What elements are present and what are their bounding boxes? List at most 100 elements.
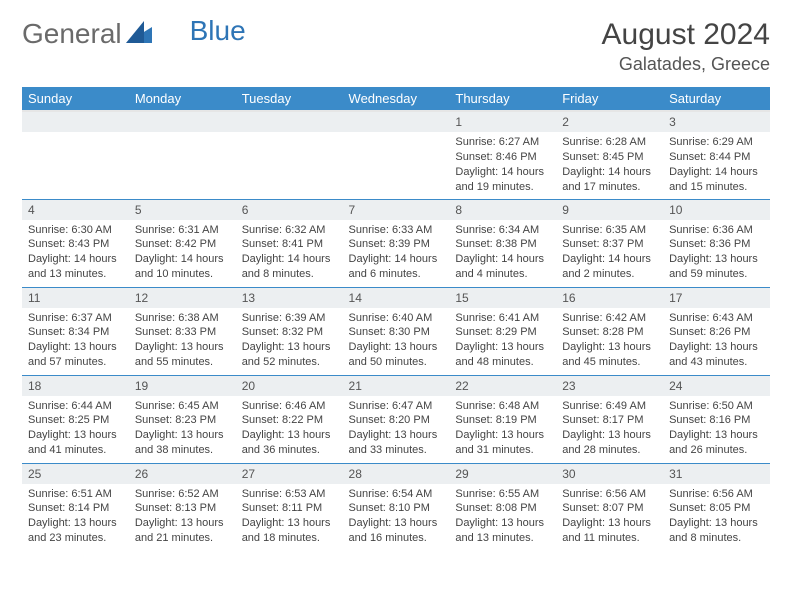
sunset-line: Sunset: 8:42 PM xyxy=(135,237,230,252)
calendar-day-cell: 3Sunrise: 6:29 AMSunset: 8:44 PMDaylight… xyxy=(663,111,770,199)
sunset-line: Sunset: 8:17 PM xyxy=(562,413,657,428)
day-details: Sunrise: 6:46 AMSunset: 8:22 PMDaylight:… xyxy=(236,396,343,462)
calendar-day-cell: 26Sunrise: 6:52 AMSunset: 8:13 PMDayligh… xyxy=(129,463,236,551)
calendar-week-row: 1Sunrise: 6:27 AMSunset: 8:46 PMDaylight… xyxy=(22,111,770,199)
day-details: Sunrise: 6:56 AMSunset: 8:05 PMDaylight:… xyxy=(663,484,770,550)
weekday-header-row: Sunday Monday Tuesday Wednesday Thursday… xyxy=(22,87,770,111)
calendar-day-cell: 21Sunrise: 6:47 AMSunset: 8:20 PMDayligh… xyxy=(343,375,450,463)
calendar-day-cell: 18Sunrise: 6:44 AMSunset: 8:25 PMDayligh… xyxy=(22,375,129,463)
day-number: 12 xyxy=(129,288,236,308)
daylight-line: Daylight: 13 hours and 16 minutes. xyxy=(349,516,444,546)
day-number: 25 xyxy=(22,464,129,484)
day-number: 14 xyxy=(343,288,450,308)
flag-icon xyxy=(126,18,152,50)
sunrise-line: Sunrise: 6:40 AM xyxy=(349,311,444,326)
day-details: Sunrise: 6:50 AMSunset: 8:16 PMDaylight:… xyxy=(663,396,770,462)
day-number: 10 xyxy=(663,200,770,220)
daylight-line: Daylight: 13 hours and 33 minutes. xyxy=(349,428,444,458)
logo: General Blue xyxy=(22,18,246,50)
day-details: Sunrise: 6:31 AMSunset: 8:42 PMDaylight:… xyxy=(129,220,236,286)
sunset-line: Sunset: 8:36 PM xyxy=(669,237,764,252)
weekday-header: Tuesday xyxy=(236,87,343,111)
day-number: 15 xyxy=(449,288,556,308)
sunrise-line: Sunrise: 6:36 AM xyxy=(669,223,764,238)
weekday-header: Sunday xyxy=(22,87,129,111)
sunrise-line: Sunrise: 6:32 AM xyxy=(242,223,337,238)
sunrise-line: Sunrise: 6:53 AM xyxy=(242,487,337,502)
month-title: August 2024 xyxy=(602,18,770,52)
calendar-day-cell: 1Sunrise: 6:27 AMSunset: 8:46 PMDaylight… xyxy=(449,111,556,199)
calendar-day-cell: 9Sunrise: 6:35 AMSunset: 8:37 PMDaylight… xyxy=(556,199,663,287)
day-details: Sunrise: 6:55 AMSunset: 8:08 PMDaylight:… xyxy=(449,484,556,550)
day-details: Sunrise: 6:40 AMSunset: 8:30 PMDaylight:… xyxy=(343,308,450,374)
day-number: 4 xyxy=(22,200,129,220)
sunset-line: Sunset: 8:23 PM xyxy=(135,413,230,428)
calendar-day-cell: 15Sunrise: 6:41 AMSunset: 8:29 PMDayligh… xyxy=(449,287,556,375)
sunset-line: Sunset: 8:13 PM xyxy=(135,501,230,516)
sunset-line: Sunset: 8:33 PM xyxy=(135,325,230,340)
day-details xyxy=(22,132,129,139)
sunrise-line: Sunrise: 6:54 AM xyxy=(349,487,444,502)
logo-text-blue: Blue xyxy=(190,15,246,47)
daylight-line: Daylight: 13 hours and 41 minutes. xyxy=(28,428,123,458)
day-number: 27 xyxy=(236,464,343,484)
sunset-line: Sunset: 8:19 PM xyxy=(455,413,550,428)
day-details: Sunrise: 6:29 AMSunset: 8:44 PMDaylight:… xyxy=(663,132,770,198)
calendar-day-cell xyxy=(343,111,450,199)
sunrise-line: Sunrise: 6:56 AM xyxy=(669,487,764,502)
day-number: 21 xyxy=(343,376,450,396)
day-details: Sunrise: 6:42 AMSunset: 8:28 PMDaylight:… xyxy=(556,308,663,374)
sunrise-line: Sunrise: 6:34 AM xyxy=(455,223,550,238)
calendar-week-row: 18Sunrise: 6:44 AMSunset: 8:25 PMDayligh… xyxy=(22,375,770,463)
sunset-line: Sunset: 8:25 PM xyxy=(28,413,123,428)
daylight-line: Daylight: 13 hours and 28 minutes. xyxy=(562,428,657,458)
day-number: 20 xyxy=(236,376,343,396)
calendar-day-cell: 22Sunrise: 6:48 AMSunset: 8:19 PMDayligh… xyxy=(449,375,556,463)
day-details: Sunrise: 6:27 AMSunset: 8:46 PMDaylight:… xyxy=(449,132,556,198)
calendar-day-cell: 30Sunrise: 6:56 AMSunset: 8:07 PMDayligh… xyxy=(556,463,663,551)
day-number: 5 xyxy=(129,200,236,220)
sunset-line: Sunset: 8:14 PM xyxy=(28,501,123,516)
sunset-line: Sunset: 8:08 PM xyxy=(455,501,550,516)
sunset-line: Sunset: 8:20 PM xyxy=(349,413,444,428)
day-details: Sunrise: 6:49 AMSunset: 8:17 PMDaylight:… xyxy=(556,396,663,462)
day-details: Sunrise: 6:34 AMSunset: 8:38 PMDaylight:… xyxy=(449,220,556,286)
calendar-day-cell xyxy=(236,111,343,199)
calendar-day-cell xyxy=(22,111,129,199)
sunset-line: Sunset: 8:32 PM xyxy=(242,325,337,340)
day-number xyxy=(236,112,343,132)
daylight-line: Daylight: 13 hours and 8 minutes. xyxy=(669,516,764,546)
sunrise-line: Sunrise: 6:41 AM xyxy=(455,311,550,326)
sunrise-line: Sunrise: 6:50 AM xyxy=(669,399,764,414)
weekday-header: Monday xyxy=(129,87,236,111)
daylight-line: Daylight: 13 hours and 50 minutes. xyxy=(349,340,444,370)
daylight-line: Daylight: 14 hours and 15 minutes. xyxy=(669,165,764,195)
calendar-day-cell: 16Sunrise: 6:42 AMSunset: 8:28 PMDayligh… xyxy=(556,287,663,375)
sunset-line: Sunset: 8:22 PM xyxy=(242,413,337,428)
sunrise-line: Sunrise: 6:45 AM xyxy=(135,399,230,414)
sunrise-line: Sunrise: 6:33 AM xyxy=(349,223,444,238)
daylight-line: Daylight: 14 hours and 2 minutes. xyxy=(562,252,657,282)
day-number: 3 xyxy=(663,112,770,132)
calendar-week-row: 11Sunrise: 6:37 AMSunset: 8:34 PMDayligh… xyxy=(22,287,770,375)
weekday-header: Friday xyxy=(556,87,663,111)
day-details: Sunrise: 6:36 AMSunset: 8:36 PMDaylight:… xyxy=(663,220,770,286)
sunset-line: Sunset: 8:05 PM xyxy=(669,501,764,516)
daylight-line: Daylight: 13 hours and 57 minutes. xyxy=(28,340,123,370)
calendar-day-cell: 6Sunrise: 6:32 AMSunset: 8:41 PMDaylight… xyxy=(236,199,343,287)
day-details: Sunrise: 6:45 AMSunset: 8:23 PMDaylight:… xyxy=(129,396,236,462)
day-details: Sunrise: 6:52 AMSunset: 8:13 PMDaylight:… xyxy=(129,484,236,550)
day-details: Sunrise: 6:48 AMSunset: 8:19 PMDaylight:… xyxy=(449,396,556,462)
day-number: 7 xyxy=(343,200,450,220)
calendar-day-cell: 13Sunrise: 6:39 AMSunset: 8:32 PMDayligh… xyxy=(236,287,343,375)
sunrise-line: Sunrise: 6:35 AM xyxy=(562,223,657,238)
day-number: 26 xyxy=(129,464,236,484)
day-number: 17 xyxy=(663,288,770,308)
daylight-line: Daylight: 14 hours and 6 minutes. xyxy=(349,252,444,282)
calendar-day-cell xyxy=(129,111,236,199)
sunrise-line: Sunrise: 6:48 AM xyxy=(455,399,550,414)
day-details: Sunrise: 6:30 AMSunset: 8:43 PMDaylight:… xyxy=(22,220,129,286)
sunset-line: Sunset: 8:45 PM xyxy=(562,150,657,165)
sunrise-line: Sunrise: 6:56 AM xyxy=(562,487,657,502)
sunset-line: Sunset: 8:16 PM xyxy=(669,413,764,428)
